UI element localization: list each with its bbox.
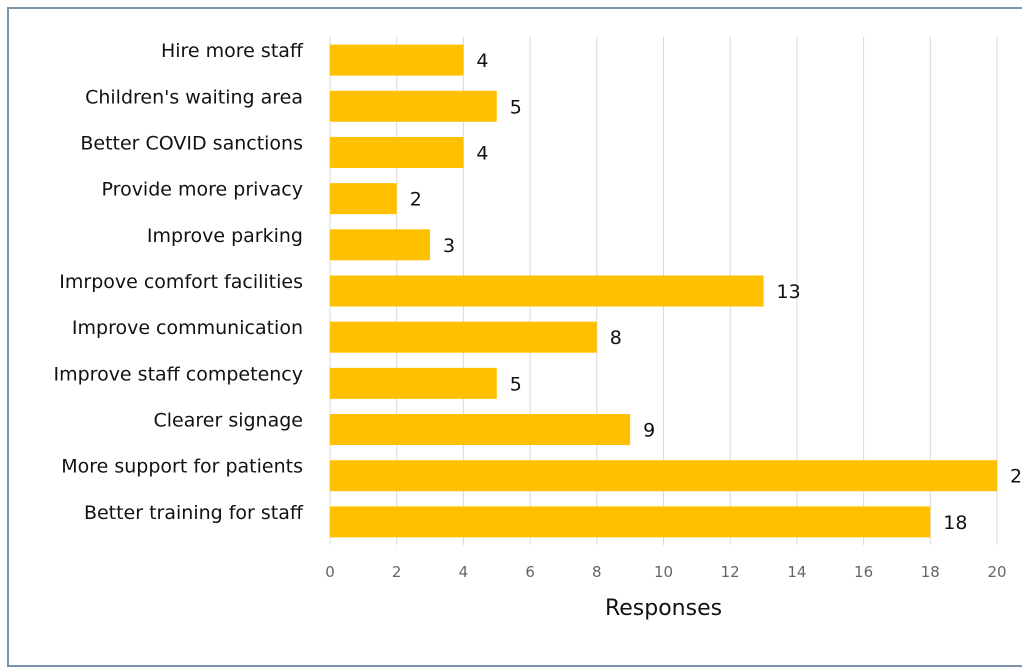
category-label: Improve communication (72, 317, 303, 339)
data-label: 8 (610, 327, 622, 349)
value-labels: 4 5 4 2 3 13 8 5 9 20 18 (410, 50, 1022, 534)
x-tick-label: 20 (987, 563, 1006, 581)
x-axis-title: Responses (605, 596, 722, 621)
bar (330, 367, 497, 399)
x-tick-label: 10 (654, 563, 673, 581)
x-tick-label: 12 (721, 563, 740, 581)
bars (330, 44, 997, 538)
bar-chart: Hire more staff Children's waiting area Be… (54, 37, 1022, 621)
data-label: 5 (510, 96, 522, 118)
bar (330, 90, 497, 122)
x-tick-label: 0 (325, 563, 335, 581)
data-label: 9 (643, 420, 655, 442)
bar (330, 44, 464, 76)
category-label: Better training for staff (84, 502, 304, 524)
bar (330, 275, 764, 307)
x-tick-label: 8 (592, 563, 602, 581)
category-label: More support for patients (61, 456, 303, 478)
category-label: Children's waiting area (85, 86, 303, 108)
bar (330, 460, 997, 492)
category-label: Improve staff competency (54, 363, 304, 385)
data-label: 2 (410, 189, 422, 211)
bar (330, 321, 597, 353)
x-tick-label: 16 (854, 563, 873, 581)
category-label: Clearer signage (154, 410, 304, 432)
data-label: 5 (510, 373, 522, 395)
data-label: 13 (777, 281, 801, 303)
x-tick-label: 2 (392, 563, 402, 581)
data-label: 18 (943, 512, 967, 534)
data-label: 3 (443, 235, 455, 257)
x-tick-label: 6 (525, 563, 535, 581)
category-label: Imrpove comfort facilities (59, 271, 303, 293)
bar (330, 136, 464, 168)
x-tick-labels: 0 2 4 6 8 10 12 14 16 18 20 (325, 563, 1006, 581)
x-tick-label: 18 (921, 563, 940, 581)
category-label: Improve parking (147, 225, 303, 247)
category-label: Better COVID sanctions (80, 132, 303, 154)
bar (330, 414, 631, 446)
data-label: 20 (1010, 466, 1022, 488)
bar (330, 506, 931, 538)
x-tick-label: 14 (787, 563, 806, 581)
data-label: 4 (476, 142, 488, 164)
bar (330, 229, 431, 261)
category-labels: Hire more staff Children's waiting area Be… (54, 40, 304, 524)
bar (330, 183, 397, 215)
data-label: 4 (476, 50, 488, 72)
x-tick-label: 4 (459, 563, 469, 581)
category-label: Hire more staff (161, 40, 304, 62)
category-label: Provide more privacy (102, 179, 303, 201)
